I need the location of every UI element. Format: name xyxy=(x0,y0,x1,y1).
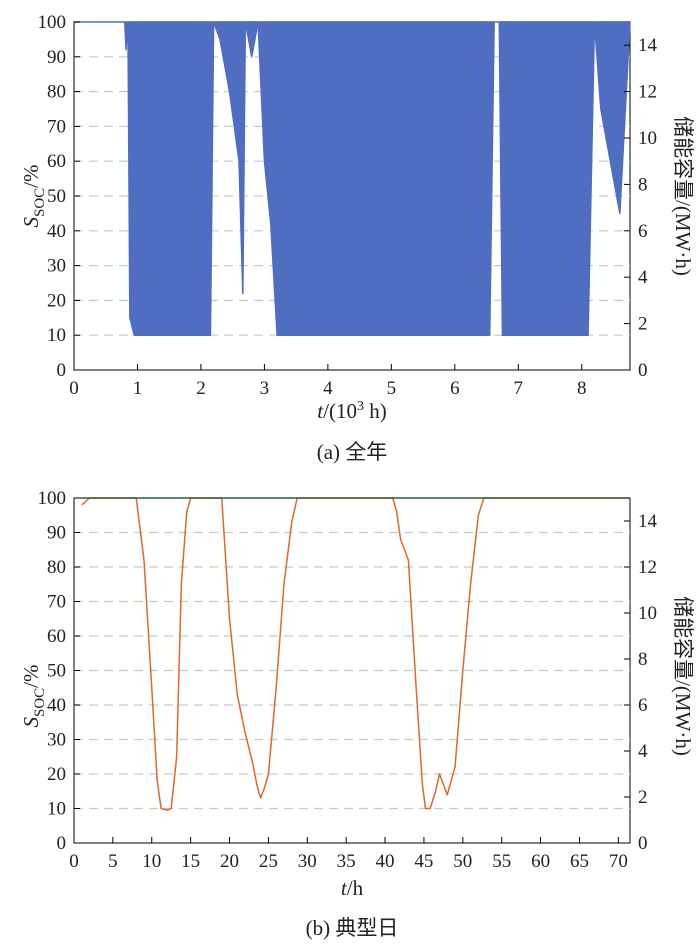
y-axis-label-typical-day: SSOC/% xyxy=(19,664,48,727)
x-ticks-typical-day: 0 5 10 15 20 25 30 35 40 45 50 55 60 65 70 xyxy=(69,837,628,872)
x-tick-label: 7 xyxy=(514,378,524,399)
y-tick-label: 20 xyxy=(47,290,66,311)
y-tick-label: 70 xyxy=(47,592,66,613)
y2-tick-label: 12 xyxy=(638,557,657,578)
series-line xyxy=(81,497,630,811)
y-ticks-annual: 0 10 20 30 40 50 60 70 80 90 100 xyxy=(38,12,80,381)
series-typical-day xyxy=(81,497,630,811)
y-tick-label: 40 xyxy=(47,221,66,242)
x-tick-label: 2 xyxy=(196,378,206,399)
x-tick-label: 4 xyxy=(323,378,333,399)
y-axis-label-annual: SSOC/% xyxy=(19,164,48,227)
y-tick-label: 100 xyxy=(38,488,67,509)
x-tick-label: 10 xyxy=(142,851,161,872)
y2-tick-label: 4 xyxy=(638,267,648,288)
x-tick-label: 70 xyxy=(609,851,628,872)
y-tick-label: 70 xyxy=(47,116,66,137)
y-tick-label: 40 xyxy=(47,695,66,716)
y2-tick-label: 14 xyxy=(638,35,658,56)
y2-tick-label: 6 xyxy=(638,221,648,242)
y-tick-label: 60 xyxy=(47,626,66,647)
y-ticks-typical-day: 0 10 20 30 40 50 60 70 80 90 100 xyxy=(38,488,80,854)
y2-ticks-typical-day: 0 2 4 6 8 10 12 14 xyxy=(624,511,658,854)
y-tick-label: 90 xyxy=(47,47,66,68)
x-ticks-annual: 0 1 2 3 4 5 6 7 8 xyxy=(69,364,587,399)
y-tick-label: 60 xyxy=(47,151,66,172)
x-axis-label-annual: t/(103 h) xyxy=(317,399,386,423)
y-tick-label: 30 xyxy=(47,730,66,751)
panel-typical-day: 0 10 20 30 40 50 60 70 80 90 100 0 2 4 6 8 10 12 14 0 5 10 1… xyxy=(19,488,695,940)
y-tick-label: 0 xyxy=(57,833,67,854)
x-tick-label: 35 xyxy=(337,851,356,872)
y2-axis-label-typical-day: 储能容量/(MW·h) xyxy=(671,596,695,756)
y-tick-label: 50 xyxy=(47,661,66,682)
x-tick-label: 1 xyxy=(133,378,143,399)
y2-tick-label: 4 xyxy=(638,741,648,762)
y2-tick-label: 6 xyxy=(638,695,648,716)
caption-annual: (a) 全年 xyxy=(317,440,388,464)
y-tick-label: 90 xyxy=(47,523,66,544)
y-tick-label: 20 xyxy=(47,764,66,785)
x-tick-label: 55 xyxy=(492,851,511,872)
y2-tick-label: 0 xyxy=(638,833,648,854)
y2-ticks-annual: 0 2 4 6 8 10 12 14 xyxy=(624,35,658,381)
y-tick-label: 0 xyxy=(57,360,67,381)
x-tick-label: 50 xyxy=(453,851,472,872)
x-tick-label: 5 xyxy=(387,378,397,399)
y2-tick-label: 0 xyxy=(638,360,648,381)
y2-tick-label: 8 xyxy=(638,174,648,195)
y-tick-label: 10 xyxy=(47,799,66,820)
series-cycles xyxy=(124,22,631,336)
y2-tick-label: 12 xyxy=(638,82,657,103)
y-tick-label: 30 xyxy=(47,256,66,277)
x-tick-label: 8 xyxy=(577,378,587,399)
x-tick-label: 0 xyxy=(69,851,79,872)
x-tick-label: 30 xyxy=(298,851,317,872)
y-tick-label: 10 xyxy=(47,325,66,346)
x-tick-label: 0 xyxy=(69,378,79,399)
y2-tick-label: 10 xyxy=(638,603,657,624)
y-tick-label: 80 xyxy=(47,557,66,578)
x-tick-label: 60 xyxy=(531,851,550,872)
x-tick-label: 25 xyxy=(259,851,278,872)
y2-tick-label: 10 xyxy=(638,128,657,149)
x-tick-label: 15 xyxy=(181,851,200,872)
x-tick-label: 40 xyxy=(376,851,395,872)
y-tick-label: 50 xyxy=(47,186,66,207)
x-tick-label: 3 xyxy=(260,378,270,399)
y2-tick-label: 14 xyxy=(638,511,658,532)
grid-typical-day xyxy=(74,531,630,810)
series-annual xyxy=(74,21,631,336)
y2-tick-label: 2 xyxy=(638,314,648,335)
x-tick-label: 20 xyxy=(220,851,239,872)
x-tick-label: 65 xyxy=(570,851,589,872)
x-tick-label: 45 xyxy=(414,851,433,872)
x-tick-label: 6 xyxy=(450,378,460,399)
y-tick-label: 80 xyxy=(47,82,66,103)
y2-axis-label-annual: 储能容量/(MW·h) xyxy=(671,116,695,276)
x-axis-label-typical-day: t/h xyxy=(341,876,364,900)
caption-typical-day: (b) 典型日 xyxy=(306,916,399,940)
y-tick-label: 100 xyxy=(38,12,67,33)
x-tick-label: 5 xyxy=(108,851,118,872)
y2-tick-label: 8 xyxy=(638,649,648,670)
y2-tick-label: 2 xyxy=(638,787,648,808)
